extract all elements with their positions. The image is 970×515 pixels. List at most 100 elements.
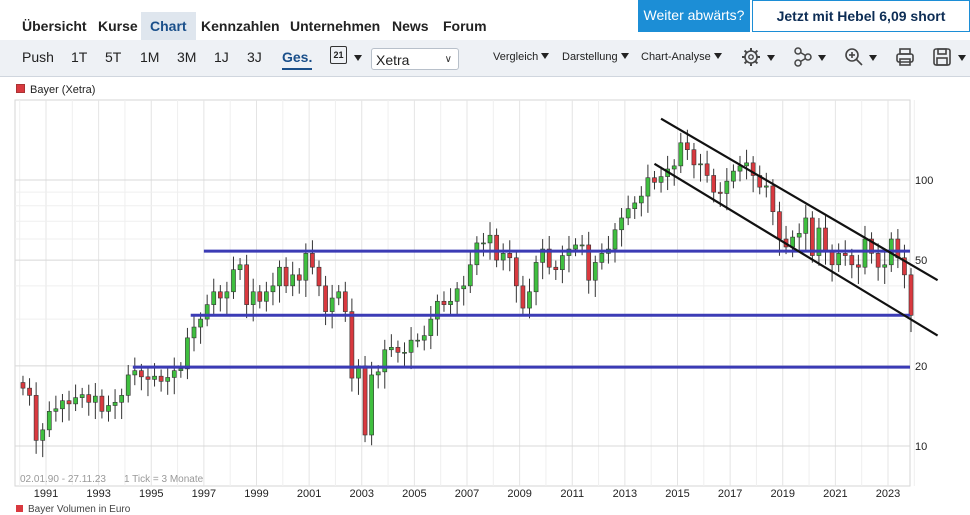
settings-icon[interactable] bbox=[740, 46, 762, 68]
range-ges-button[interactable]: Ges. bbox=[282, 49, 313, 70]
candle-up bbox=[606, 248, 611, 254]
range-1j-button[interactable]: 1J bbox=[214, 49, 229, 65]
settings-dropdown-icon[interactable] bbox=[767, 55, 775, 61]
candle-up bbox=[125, 374, 131, 396]
darstellung-menu[interactable]: Darstellung bbox=[562, 51, 629, 63]
candle-up bbox=[204, 304, 210, 320]
candle-up bbox=[46, 411, 52, 431]
candle-up bbox=[329, 297, 335, 312]
y-tick-label: 50 bbox=[915, 255, 927, 267]
y-tick-label: 10 bbox=[915, 441, 927, 453]
x-tick-label: 1993 bbox=[86, 488, 110, 500]
range-1t-button[interactable]: 1T bbox=[71, 49, 88, 65]
candle-up bbox=[408, 339, 414, 353]
candle-up bbox=[191, 326, 197, 339]
candle-up bbox=[790, 236, 795, 248]
candle-down bbox=[310, 253, 315, 268]
candle-up bbox=[533, 262, 539, 293]
candle-down bbox=[296, 274, 302, 281]
candle-down bbox=[494, 234, 499, 261]
candle-down bbox=[217, 291, 223, 299]
promo-short-button[interactable]: Jetzt mit Hebel 6,09 short handeln bbox=[752, 0, 970, 54]
candle-up bbox=[448, 300, 453, 305]
share-network-icon[interactable] bbox=[792, 46, 814, 68]
candle-up bbox=[599, 253, 605, 263]
candle-down bbox=[139, 370, 144, 378]
candle-down bbox=[856, 264, 861, 268]
candle-up bbox=[211, 291, 217, 305]
x-tick-label: 2021 bbox=[823, 488, 847, 500]
range-3j-button[interactable]: 3J bbox=[247, 49, 262, 65]
range-3m-button[interactable]: 3M bbox=[177, 49, 197, 65]
exchange-select[interactable]: Xetra ∨ bbox=[371, 48, 459, 70]
candle-up bbox=[92, 395, 98, 403]
tab-kurse[interactable]: Kurse bbox=[98, 18, 138, 34]
range-1m-button[interactable]: 1M bbox=[140, 49, 160, 65]
zoom-dropdown-icon[interactable] bbox=[869, 55, 877, 61]
candle-up bbox=[882, 264, 888, 268]
tab-forum[interactable]: Forum bbox=[443, 18, 487, 34]
candle-down bbox=[257, 291, 263, 302]
tab-unternehmen[interactable]: Unternehmen bbox=[290, 18, 381, 34]
tab-kennzahlen[interactable]: Kennzahlen bbox=[201, 18, 280, 34]
x-tick-label: 1999 bbox=[244, 488, 268, 500]
candle-up bbox=[500, 253, 506, 261]
tab-uebersicht[interactable]: Übersicht bbox=[22, 18, 87, 34]
chart-toolbar bbox=[0, 40, 970, 77]
candle-down bbox=[829, 250, 835, 266]
candle-down bbox=[717, 191, 723, 194]
candle-down bbox=[323, 285, 328, 312]
candle-up bbox=[264, 291, 269, 302]
calendar-icon[interactable]: 21 bbox=[330, 46, 347, 64]
candle-down bbox=[823, 227, 828, 252]
vergleich-menu[interactable]: Vergleich bbox=[493, 51, 550, 63]
candle-up bbox=[112, 401, 118, 406]
candle-down bbox=[99, 395, 105, 412]
candle-down bbox=[810, 217, 815, 256]
print-icon[interactable] bbox=[894, 46, 916, 68]
candle-up bbox=[382, 349, 388, 373]
darstellung-label: Darstellung bbox=[562, 51, 618, 63]
candle-down bbox=[441, 300, 447, 305]
candle-up bbox=[737, 165, 743, 172]
date-range-label: 02.01.90 - 27.11.23 bbox=[20, 474, 106, 485]
save-dropdown-icon[interactable] bbox=[958, 55, 966, 61]
tab-news[interactable]: News bbox=[392, 18, 429, 34]
candle-up bbox=[237, 264, 243, 271]
candle-down bbox=[849, 255, 855, 266]
candle-up bbox=[375, 371, 381, 376]
candle-up bbox=[402, 352, 407, 354]
candle-up bbox=[106, 405, 111, 412]
save-icon[interactable] bbox=[931, 46, 953, 68]
tab-chart[interactable]: Chart bbox=[141, 12, 196, 46]
candle-down bbox=[520, 285, 526, 309]
candle-down bbox=[316, 266, 322, 287]
candle-up bbox=[185, 337, 190, 370]
candle-up bbox=[132, 370, 138, 376]
zoom-icon[interactable] bbox=[843, 46, 865, 68]
series-legend: Bayer (Xetra) bbox=[16, 84, 95, 96]
candle-up bbox=[171, 370, 177, 378]
candle-down bbox=[86, 394, 92, 403]
candle-up bbox=[665, 168, 670, 177]
range-5t-button[interactable]: 5T bbox=[105, 49, 122, 65]
share-dropdown-icon[interactable] bbox=[818, 55, 826, 61]
candle-down bbox=[685, 142, 690, 150]
promo-question-button[interactable]: Weiter abwärts? bbox=[638, 0, 750, 32]
x-tick-label: 2017 bbox=[718, 488, 742, 500]
candle-down bbox=[783, 238, 789, 248]
candle-up bbox=[638, 195, 644, 204]
x-tick-label: 1995 bbox=[139, 488, 163, 500]
x-tick-label: 2009 bbox=[507, 488, 531, 500]
candle-down bbox=[895, 238, 901, 259]
candle-down bbox=[869, 238, 874, 254]
legend-label: Bayer (Xetra) bbox=[30, 84, 96, 96]
chart-analyse-menu[interactable]: Chart-Analyse bbox=[641, 51, 722, 63]
trend-channel-line bbox=[653, 162, 939, 337]
candle-down bbox=[158, 375, 164, 382]
calendar-dropdown-chevron-icon[interactable] bbox=[354, 55, 362, 61]
candle-down bbox=[711, 175, 717, 193]
x-tick-label: 1991 bbox=[34, 488, 58, 500]
push-button[interactable]: Push bbox=[22, 49, 54, 65]
candle-down bbox=[145, 376, 151, 380]
